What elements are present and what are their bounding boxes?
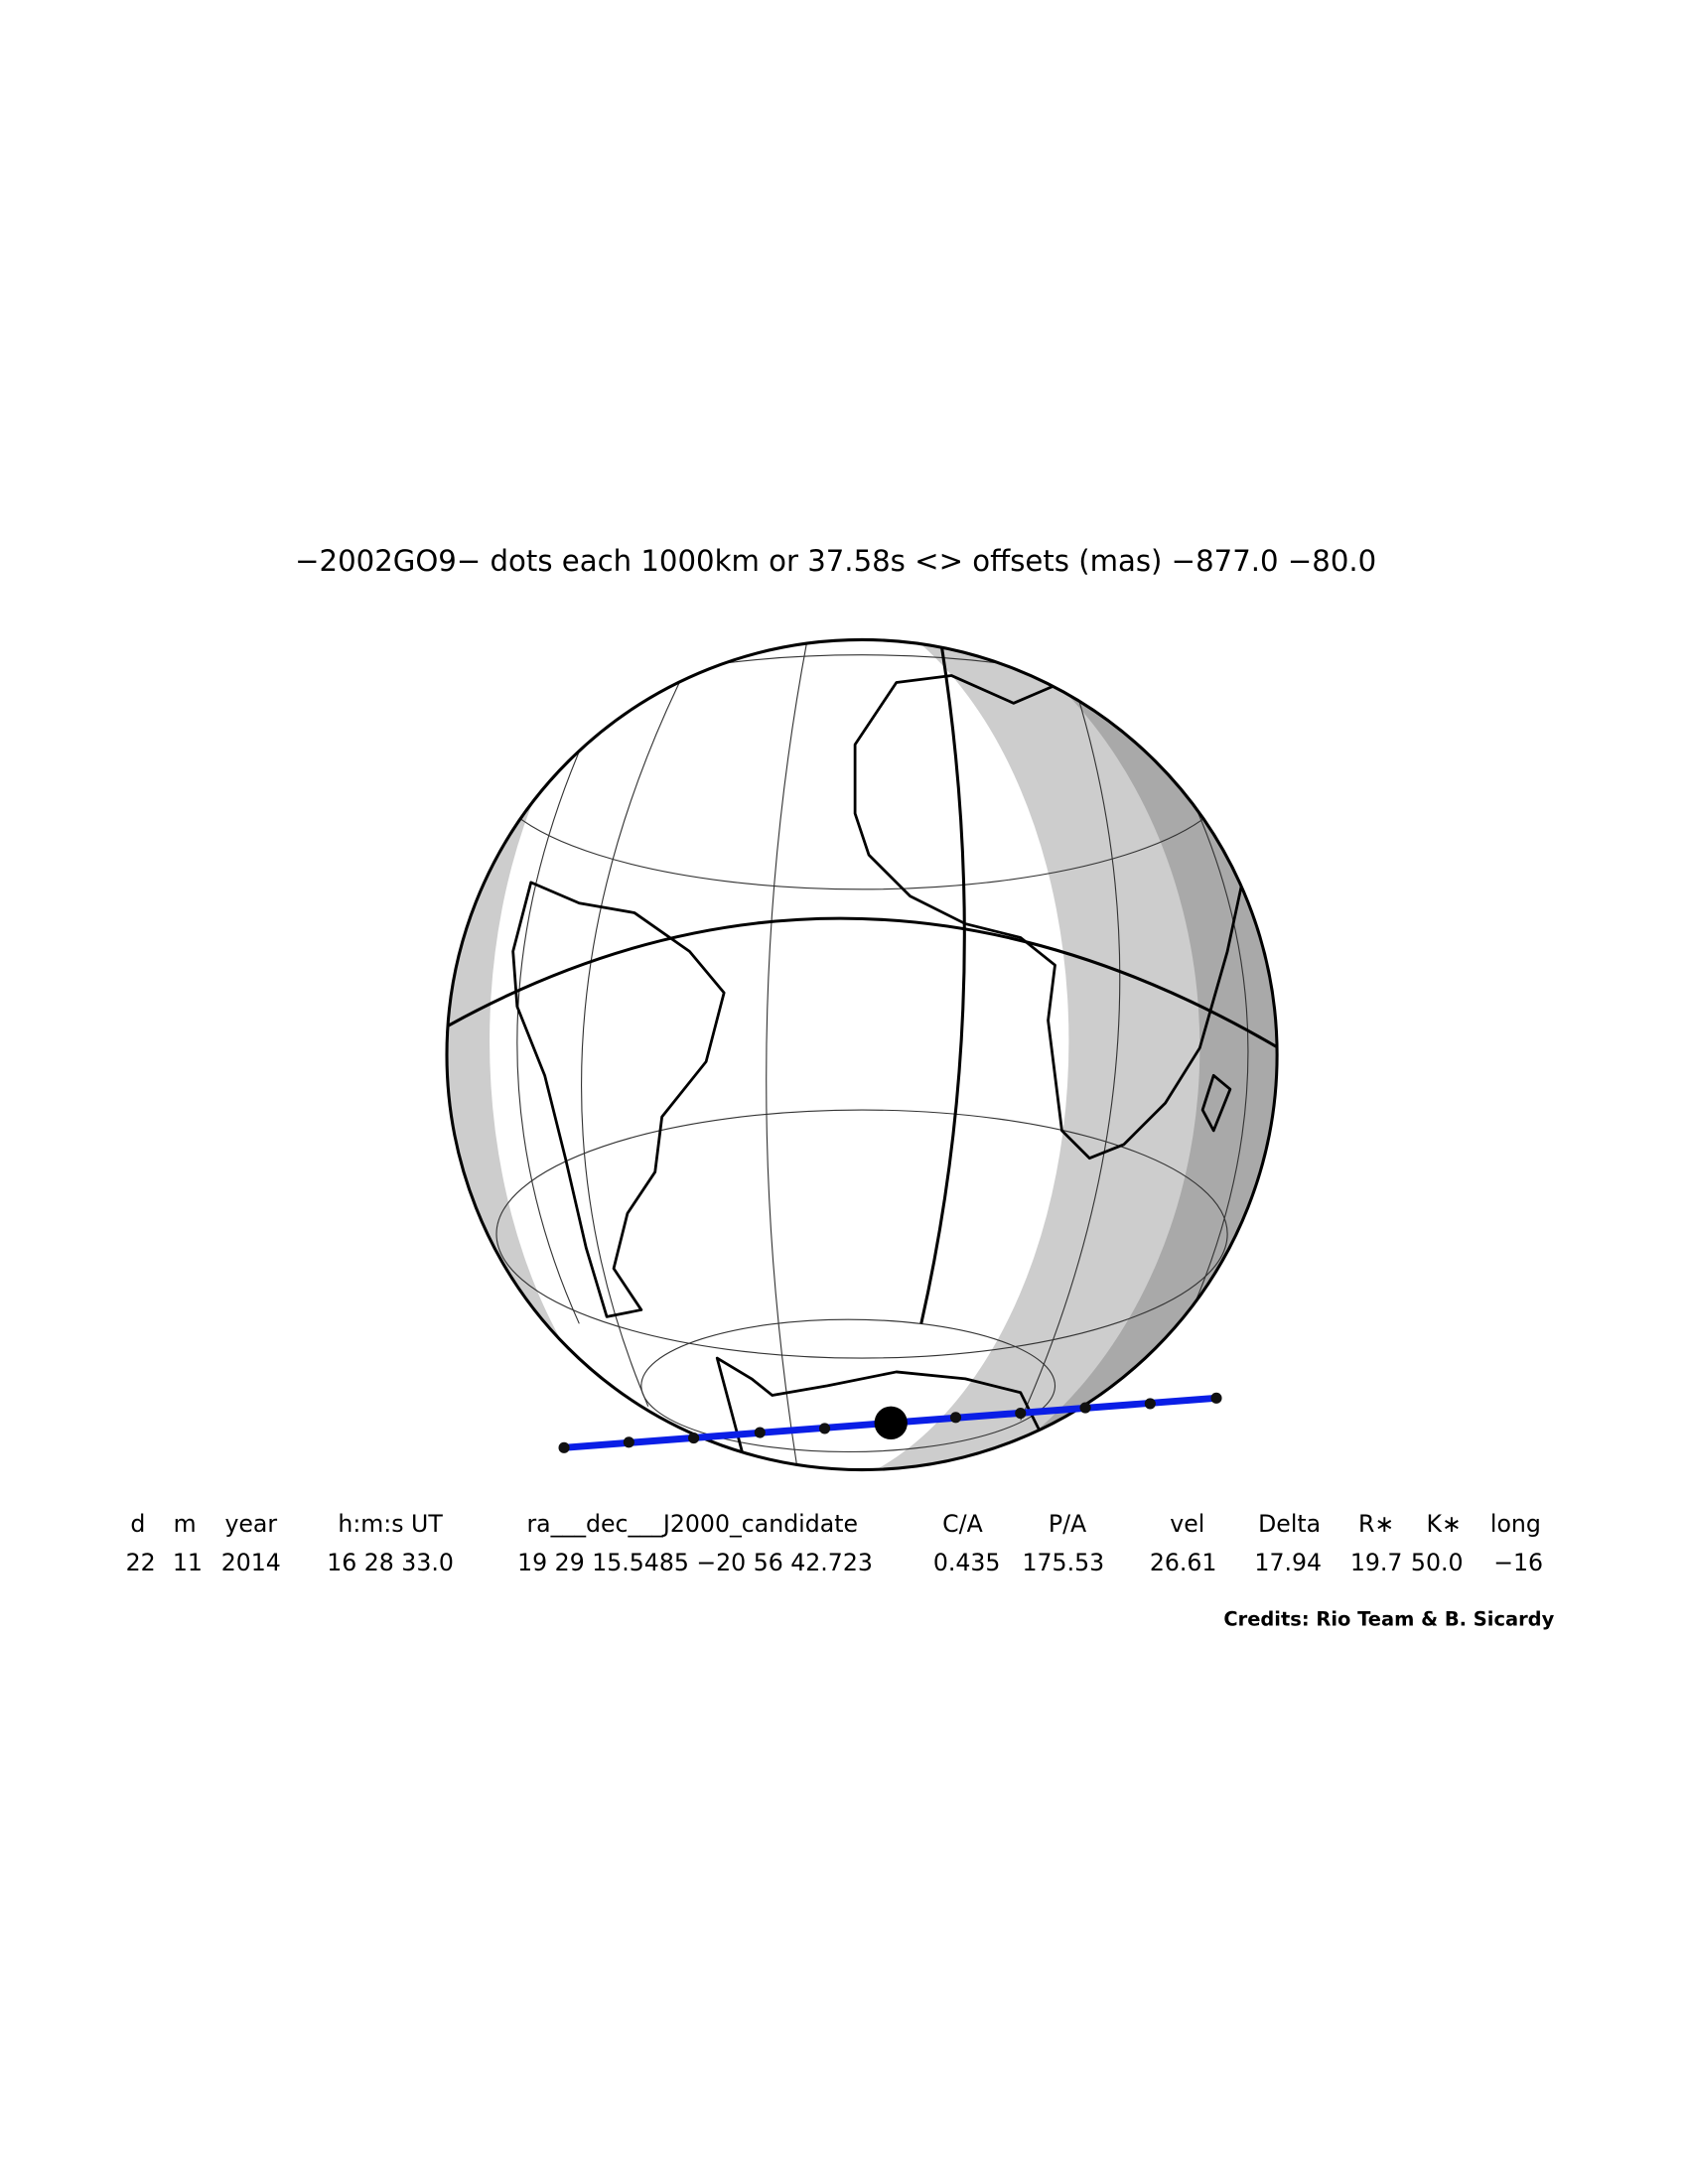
table-header: C/A [942,1510,983,1538]
table-header: K∗ [1427,1510,1462,1538]
table-header: m [174,1510,197,1538]
table-cell: 11 [173,1549,203,1576]
table-cell: 50.0 [1411,1549,1464,1576]
table-cell: 22 [126,1549,156,1576]
table-cell: 19.7 [1350,1549,1403,1576]
ephemeris-table: d m year h:m:s UT ra___dec___J2000_candidate… [126,1510,1543,1576]
table-header: P/A [1049,1510,1086,1538]
table-cell: 17.94 [1254,1549,1322,1576]
table-header: ra___dec___J2000_candidate [526,1510,858,1538]
table-cell: 26.61 [1150,1549,1217,1576]
table-header: vel [1170,1510,1204,1538]
table-cell: 16 28 33.0 [327,1549,454,1576]
table-header: h:m:s UT [338,1510,443,1538]
shadow-path [558,1392,1222,1453]
table-cell: 19 29 15.5485 −20 56 42.723 [517,1549,873,1576]
globe [445,637,1279,1472]
credits: Credits: Rio Team & B. Sicardy [1223,1607,1554,1630]
table-header: year [224,1510,277,1538]
table-cell: −16 [1493,1549,1543,1576]
table-cell: 0.435 [933,1549,1001,1576]
table-header: R∗ [1358,1510,1394,1538]
table-header: Delta [1258,1510,1321,1538]
map-title: −2002GO9− dots each 1000km or 37.58s <> … [295,544,1376,578]
table-header: d [130,1510,145,1538]
table-cell: 175.53 [1023,1549,1105,1576]
table-header: long [1490,1510,1541,1538]
table-cell: 2014 [221,1549,281,1576]
